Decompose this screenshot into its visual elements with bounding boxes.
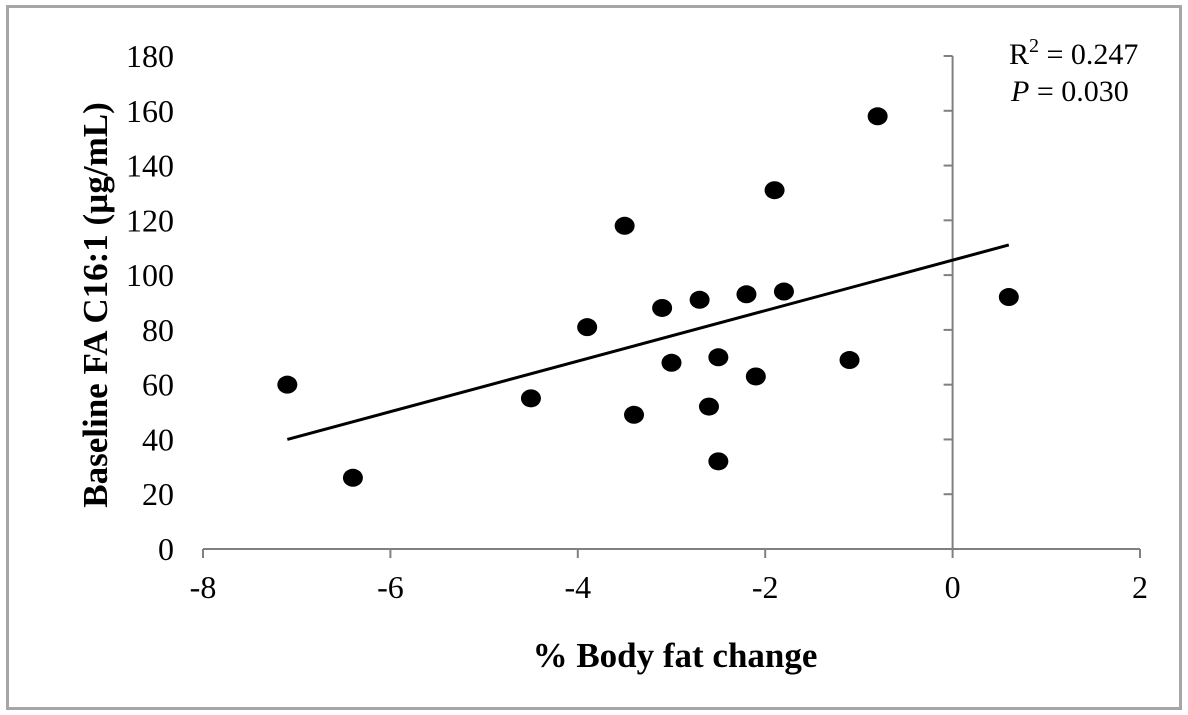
data-point (614, 216, 635, 235)
data-point (698, 397, 719, 416)
data-point (998, 288, 1019, 307)
data-point (652, 298, 673, 317)
data-point (342, 468, 363, 487)
y-tick-label: 40 (142, 421, 174, 457)
data-point (577, 318, 598, 337)
y-axis-title: Baseline FA C16:1 (µg/mL) (76, 102, 115, 507)
data-point (708, 348, 729, 367)
x-tick-label: -6 (377, 569, 404, 605)
chart-frame: -8 -6 -4 -2 0 2 0 20 40 60 80 100 120 140 160 180 Basel… (6, 5, 1182, 710)
r-squared-annotation: R2 = 0.247 (1009, 35, 1138, 71)
data-point (708, 452, 729, 471)
x-axis-title: % Body fat change (533, 636, 818, 675)
data-point (867, 107, 888, 126)
data-point (764, 181, 785, 200)
trendline (286, 243, 1010, 441)
y-tick-label: 20 (142, 476, 174, 512)
data-point (277, 375, 298, 394)
data-point (839, 351, 860, 370)
y-tick-label: 160 (126, 93, 174, 129)
data-points (277, 107, 1019, 487)
x-tick-label: -8 (190, 569, 217, 605)
p-value-annotation: P = 0.030 (1010, 75, 1129, 108)
p-label: P (1010, 75, 1029, 108)
axes (202, 55, 1141, 558)
x-tick-label: -2 (752, 569, 779, 605)
p-value: = 0.030 (1029, 75, 1128, 108)
y-tick-label: 0 (158, 531, 174, 567)
x-tick-label: 2 (1132, 569, 1148, 605)
data-point (745, 367, 766, 386)
y-tick-label: 120 (126, 202, 174, 238)
data-point (520, 389, 541, 408)
data-point (624, 405, 645, 424)
y-tick-label: 180 (126, 38, 174, 74)
y-tick-label: 60 (142, 367, 174, 403)
y-tick-label: 100 (126, 257, 174, 293)
r2-value: = 0.247 (1039, 38, 1138, 71)
data-point (661, 353, 682, 372)
r2-label: R (1009, 38, 1029, 71)
r2-superscript: 2 (1029, 35, 1039, 57)
y-tick-label: 140 (126, 148, 174, 184)
x-tick-label: -4 (564, 569, 591, 605)
data-point (773, 282, 794, 301)
y-tick-label: 80 (142, 312, 174, 348)
data-point (736, 285, 757, 304)
data-point (689, 290, 710, 309)
x-tick-label: 0 (945, 569, 961, 605)
